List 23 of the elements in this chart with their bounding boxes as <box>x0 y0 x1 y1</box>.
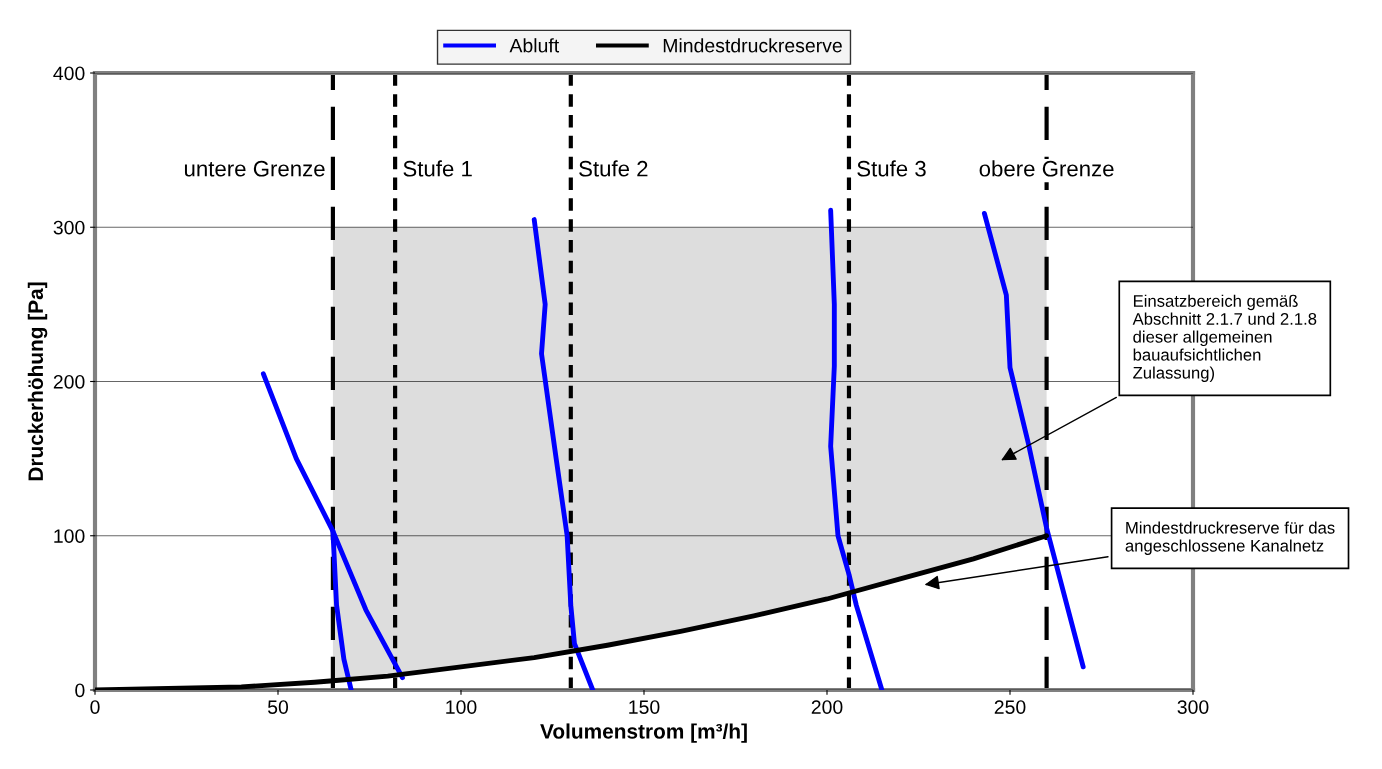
x-tick-label: 50 <box>267 700 289 714</box>
ref-line-label: obere Grenze <box>979 160 1114 177</box>
x-tick-label: 250 <box>994 700 1026 714</box>
y-tick-label: 300 <box>53 220 85 235</box>
ref-line-label: Stufe 2 <box>579 160 648 177</box>
ref-line-label: untere Grenze <box>184 160 325 177</box>
x-tick-label: 150 <box>629 700 660 714</box>
y-axis-title: Druckerhöhung [Pa] <box>27 282 48 481</box>
y-tick-label: 400 <box>53 66 85 81</box>
ref-line-label: Stufe 1 <box>403 160 472 177</box>
x-tick-label: 300 <box>1177 700 1209 714</box>
y-tick-label: 0 <box>75 683 85 698</box>
y-tick-label: 200 <box>53 374 85 389</box>
x-axis-title: Volumenstrom [m³/h] <box>540 723 747 743</box>
y-tick-label: 100 <box>54 529 85 543</box>
ref-line-label: Stufe 3 <box>857 160 926 177</box>
legend-label: Abluft <box>509 38 560 53</box>
annotation: Mindestdruckreserve für das angeschlossene Kanalnetz <box>1125 521 1335 555</box>
annotation: Einsatzbereich gemäß Abschnitt 2.1.7 und 2.1.8 dieser allgemeinen bauaufsichtlichen Zulassung) <box>1132 294 1317 382</box>
x-tick-label: 100 <box>446 700 477 714</box>
legend-label: Mindestdruckreserve <box>663 38 842 53</box>
x-tick-label: 0 <box>90 700 100 714</box>
x-tick-label: 200 <box>811 700 843 714</box>
